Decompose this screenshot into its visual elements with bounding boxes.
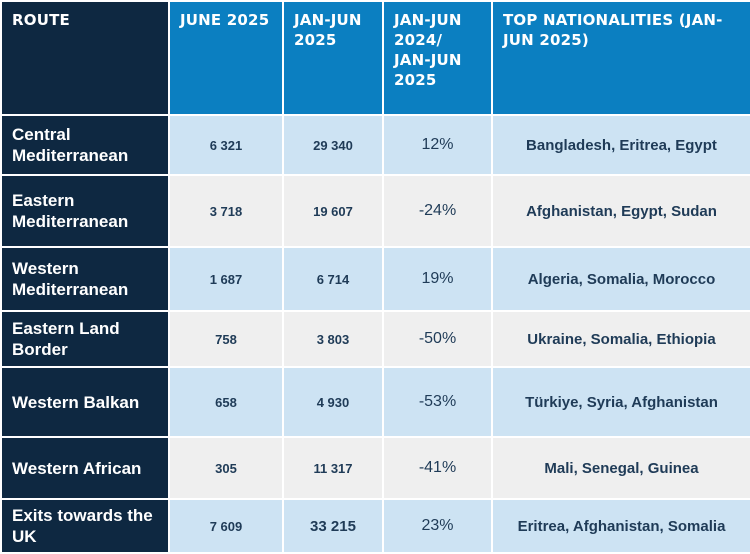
route-cell: Eastern Mediterranean: [0, 174, 170, 248]
change-value: -50%: [382, 310, 493, 368]
june-value: 1 687: [168, 246, 284, 312]
change-value: -53%: [382, 366, 493, 438]
nationalities-value: Ukraine, Somalia, Ethiopia: [491, 310, 750, 368]
table-row: Western African 305 11 317 -41% Mali, Se…: [0, 436, 750, 500]
jan-jun-value: 19 607: [282, 174, 384, 248]
route-cell: Central Mediterranean: [0, 114, 170, 176]
nationalities-value: Algeria, Somalia, Morocco: [491, 246, 750, 312]
route-cell: Western African: [0, 436, 170, 500]
table-row: Exits towards the UK 7 609 33 215 23% Er…: [0, 498, 750, 554]
table-row: Eastern Mediterranean 3 718 19 607 -24% …: [0, 174, 750, 248]
change-value: 19%: [382, 246, 493, 312]
change-value: 12%: [382, 114, 493, 176]
june-value: 658: [168, 366, 284, 438]
header-jan-jun-2025: JAN-JUN 2025: [282, 0, 384, 116]
june-value: 7 609: [168, 498, 284, 554]
table-row: Western Mediterranean 1 687 6 714 19% Al…: [0, 246, 750, 312]
june-value: 6 321: [168, 114, 284, 176]
table-row: Eastern Land Border 758 3 803 -50% Ukrai…: [0, 310, 750, 368]
nationalities-value: Türkiye, Syria, Afghanistan: [491, 366, 750, 438]
june-value: 3 718: [168, 174, 284, 248]
nationalities-value: Afghanistan, Egypt, Sudan: [491, 174, 750, 248]
header-row: ROUTE JUNE 2025 JAN-JUN 2025 JAN-JUN 202…: [0, 0, 750, 116]
jan-jun-value: 29 340: [282, 114, 384, 176]
header-june-2025: JUNE 2025: [168, 0, 284, 116]
header-top-nationalities: TOP NATIONALITIES (JAN-JUN 2025): [491, 0, 750, 116]
table-row: Western Balkan 658 4 930 -53% Türkiye, S…: [0, 366, 750, 438]
jan-jun-value: 6 714: [282, 246, 384, 312]
nationalities-value: Bangladesh, Eritrea, Egypt: [491, 114, 750, 176]
jan-jun-value: 3 803: [282, 310, 384, 368]
route-cell: Exits towards the UK: [0, 498, 170, 554]
june-value: 758: [168, 310, 284, 368]
route-cell: Western Balkan: [0, 366, 170, 438]
jan-jun-value: 11 317: [282, 436, 384, 500]
jan-jun-value: 4 930: [282, 366, 384, 438]
change-value: 23%: [382, 498, 493, 554]
change-value: -41%: [382, 436, 493, 500]
route-cell: Eastern Land Border: [0, 310, 170, 368]
june-value: 305: [168, 436, 284, 500]
table-row: Central Mediterranean 6 321 29 340 12% B…: [0, 114, 750, 176]
change-value: -24%: [382, 174, 493, 248]
route-cell: Western Mediterranean: [0, 246, 170, 312]
jan-jun-value: 33 215: [282, 498, 384, 554]
header-change: JAN-JUN 2024/ JAN-JUN 2025: [382, 0, 493, 116]
header-route: ROUTE: [0, 0, 170, 116]
nationalities-value: Mali, Senegal, Guinea: [491, 436, 750, 500]
nationalities-value: Eritrea, Afghanistan, Somalia: [491, 498, 750, 554]
